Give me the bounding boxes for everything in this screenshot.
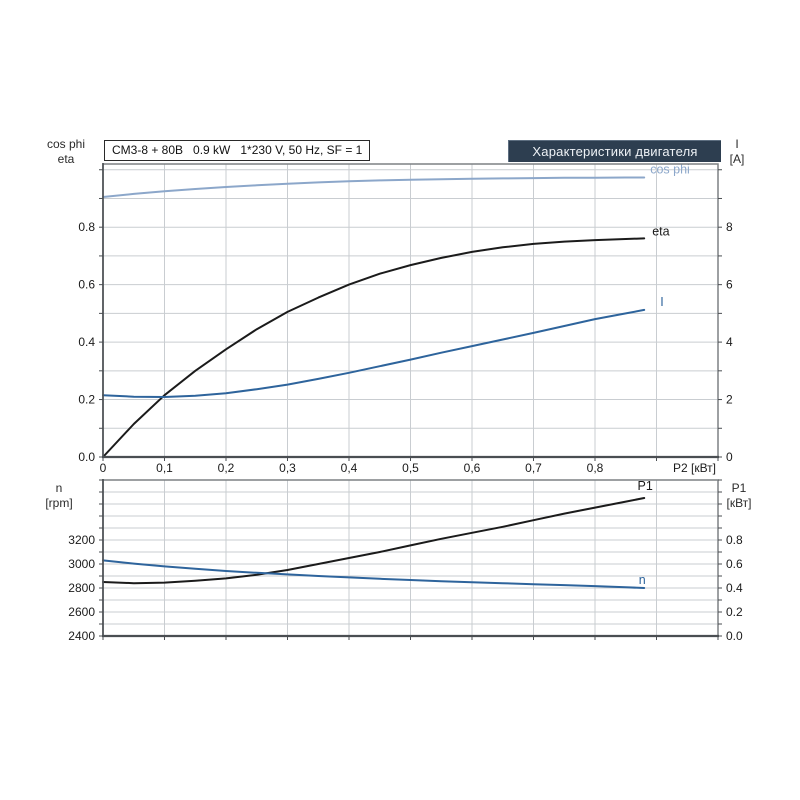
gridlines	[103, 164, 718, 457]
left-axis-tick-label: 0.0	[78, 450, 95, 464]
curves: cos phi eta I	[102, 163, 690, 458]
axis-title-line: I	[735, 137, 739, 151]
bottom-chart: P1 n 2400 2600 2800 3000 3200 0.0 0.2 0.4 0.6 0.8	[68, 479, 743, 643]
curve-cos-phi	[102, 176, 646, 198]
right-axis-tick-label: 0.0	[726, 629, 743, 643]
right-axis-tick-label: 4	[726, 335, 733, 349]
curve-n	[102, 559, 646, 589]
axis-title-line: [A]	[729, 152, 745, 166]
gridlines	[103, 480, 718, 636]
left-axis-tick-label: 0.8	[78, 220, 95, 234]
tick-marks	[99, 169, 722, 461]
tick-marks	[99, 479, 722, 640]
x-axis-unit-label: P2 [кВт]	[673, 461, 716, 475]
right-axis-tick-label: 2	[726, 393, 733, 407]
curve-label-P1: P1	[638, 479, 653, 493]
tick-labels: 2400 2600 2800 3000 3200 0.0 0.2 0.4 0.6 0.8	[68, 533, 743, 643]
left-axis-tick-label: 2800	[68, 581, 95, 595]
motor-info-box: CM3-8 + 80B 0.9 kW 1*230 V, 50 Hz, SF = …	[104, 140, 371, 161]
left-axis-tick-label: 3200	[68, 533, 95, 547]
curve-label-cos-phi: cos phi	[650, 163, 690, 177]
right-axis-title-bottom-chart: P1 [кВт]	[710, 481, 768, 511]
left-axis-tick-label: 0.2	[78, 393, 95, 407]
curve-label-I: I	[660, 295, 663, 309]
left-axis-tick-label: 2400	[68, 629, 95, 643]
tick-labels: 0.0 0.2 0.4 0.6 0.8 0 2 4 6 8 0 0,1 0,2 0,3 0,4 0,5 0,6 0…	[78, 220, 733, 475]
right-axis-tick-label: 6	[726, 278, 733, 292]
x-axis-tick-label: 0,6	[464, 461, 481, 475]
x-axis-tick-label: 0,5	[402, 461, 419, 475]
curve-label-eta: eta	[652, 224, 669, 238]
right-axis-tick-label: 0.8	[726, 533, 743, 547]
right-axis-tick-label: 0	[726, 450, 733, 464]
right-axis-title-top-chart: I [A]	[712, 137, 762, 167]
left-axis-tick-label: 0.6	[78, 278, 95, 292]
x-axis-tick-label: 0,2	[218, 461, 235, 475]
x-axis-tick-label: 0,8	[587, 461, 604, 475]
left-axis-title-top-chart: cos phi eta	[30, 137, 102, 167]
right-axis-tick-label: 0.6	[726, 557, 743, 571]
left-axis-tick-label: 2600	[68, 605, 95, 619]
top-chart: cos phi eta I 0.0 0.2 0.4 0.6 0.8 0 2 4 6 8 0 0,1 0,2 0,…	[78, 163, 733, 475]
curve-eta	[102, 237, 646, 458]
axis-title-line: eta	[57, 152, 75, 166]
axis-title-line: cos phi	[46, 137, 86, 151]
left-axis-tick-label: 0.4	[78, 335, 95, 349]
x-axis-tick-label: 0,1	[156, 461, 173, 475]
axis-title-line: [кВт]	[726, 496, 752, 510]
axis-title-line: n	[55, 481, 63, 495]
axis-title-line: [rpm]	[45, 496, 73, 510]
curve-I	[102, 308, 646, 398]
left-axis-title-bottom-chart: n [rpm]	[28, 481, 90, 511]
x-axis-tick-label: 0,3	[279, 461, 296, 475]
curves: P1 n	[102, 479, 653, 589]
curve-label-n: n	[639, 573, 646, 587]
right-axis-tick-label: 0.4	[726, 581, 743, 595]
curve-P1	[102, 497, 646, 585]
x-axis-tick-label: 0,7	[525, 461, 542, 475]
chart-title-bar: Характеристики двигателя	[508, 140, 721, 162]
right-axis-tick-label: 0.2	[726, 605, 743, 619]
axis-title-line: P1	[731, 481, 747, 495]
x-axis-tick-label: 0	[100, 461, 107, 475]
left-axis-tick-label: 3000	[68, 557, 95, 571]
right-axis-tick-label: 8	[726, 220, 733, 234]
x-axis-tick-label: 0,4	[341, 461, 358, 475]
